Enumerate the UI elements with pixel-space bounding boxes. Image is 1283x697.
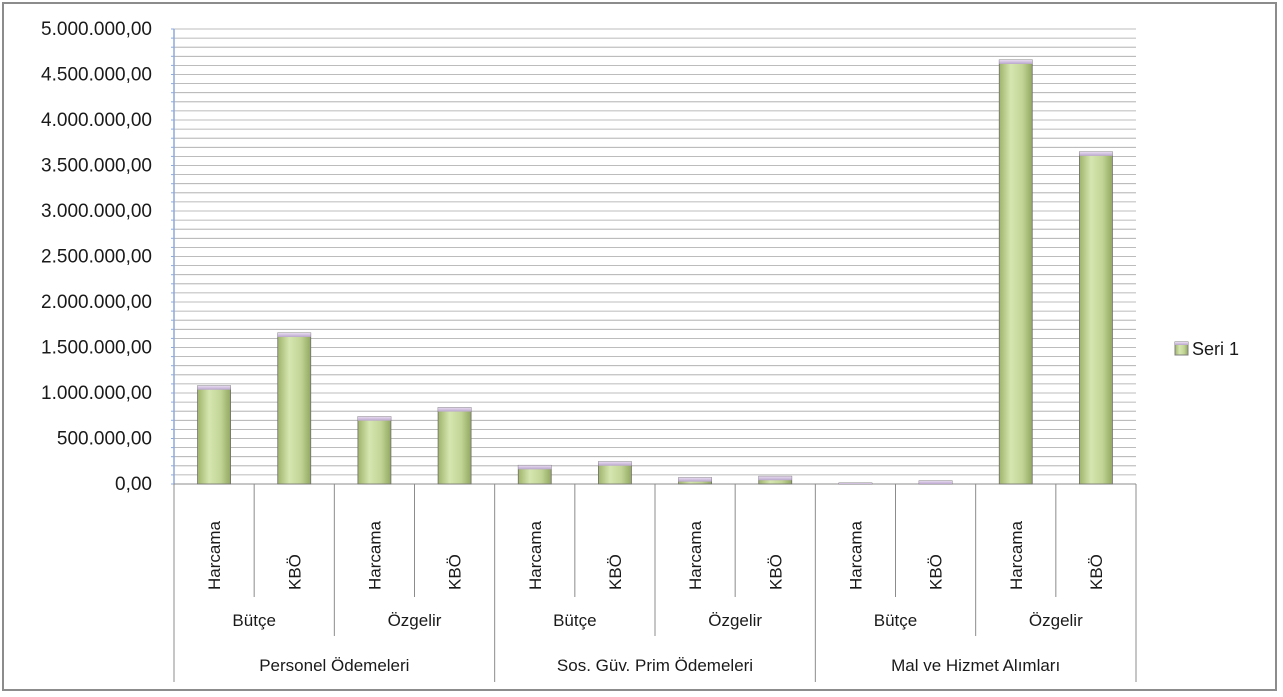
bar-cap <box>357 416 391 421</box>
x-category-label: Harcama <box>526 520 545 590</box>
bar-cap <box>197 385 231 390</box>
bar <box>1079 151 1113 485</box>
x-group-label: Özgelir <box>1029 611 1083 630</box>
bar-cap <box>758 476 792 481</box>
x-group-label: Özgelir <box>388 611 442 630</box>
x-category-label: Harcama <box>365 520 384 590</box>
bar <box>197 385 231 485</box>
y-tick-label: 4.500.000,00 <box>41 65 152 86</box>
bar-cap <box>277 332 311 337</box>
y-tick-label: 1.500.000,00 <box>41 338 152 359</box>
x-category-label: KBÖ <box>606 554 625 590</box>
bar-cap <box>438 407 472 412</box>
y-tick-label: 0,00 <box>115 474 152 495</box>
x-category-label: KBÖ <box>446 554 465 590</box>
y-tick-label: 5.000.000,00 <box>41 19 152 40</box>
y-tick-label: 4.000.000,00 <box>41 110 152 131</box>
y-tick-label: 3.000.000,00 <box>41 201 152 222</box>
bar <box>277 332 312 485</box>
bar <box>437 407 472 485</box>
y-tick-label: 2.000.000,00 <box>41 292 152 313</box>
x-group-label: Bütçe <box>232 611 275 630</box>
bar-cap <box>598 461 632 466</box>
x-category-label: Harcama <box>205 520 224 590</box>
gridlines <box>174 28 1136 485</box>
bar-cap <box>999 59 1033 64</box>
y-tick-label: 3.500.000,00 <box>41 156 152 177</box>
x-category-label: KBÖ <box>927 554 946 590</box>
bar-cap <box>1079 151 1113 156</box>
x-category-label: Harcama <box>846 520 865 590</box>
x-category-label: Harcama <box>686 520 705 590</box>
x-group-label: Bütçe <box>874 611 917 630</box>
legend: Seri 1 <box>1174 339 1239 359</box>
x-category-label: KBÖ <box>285 554 304 590</box>
bars <box>197 59 1113 485</box>
x-group-label: Bütçe <box>553 611 596 630</box>
axes <box>171 28 1137 682</box>
x-supergroup-label: Mal ve Hizmet Alımları <box>891 656 1060 675</box>
bar-cap <box>838 483 872 484</box>
bar-cap <box>678 477 712 482</box>
y-tick-label: 500.000,00 <box>57 429 152 450</box>
x-category-label: KBÖ <box>766 554 785 590</box>
bar <box>357 416 392 485</box>
x-category-label: Harcama <box>1007 520 1026 590</box>
bar <box>998 59 1033 485</box>
y-tick-label: 2.500.000,00 <box>41 247 152 268</box>
x-group-label: Özgelir <box>708 611 762 630</box>
x-supergroup-label: Personel Ödemeleri <box>259 656 409 675</box>
bar-cap <box>518 465 552 470</box>
x-supergroup-label: Sos. Güv. Prim Ödemeleri <box>557 656 753 675</box>
y-tick-label: 1.000.000,00 <box>41 383 152 404</box>
legend-swatch-cap <box>1175 342 1188 345</box>
bar-cap <box>919 480 953 484</box>
x-category-label: KBÖ <box>1087 554 1106 590</box>
legend-label: Seri 1 <box>1192 339 1239 359</box>
axis-labels: 0,00 500.000,00 1.000.000,00 1.500.000,00 2.… <box>41 19 1106 675</box>
